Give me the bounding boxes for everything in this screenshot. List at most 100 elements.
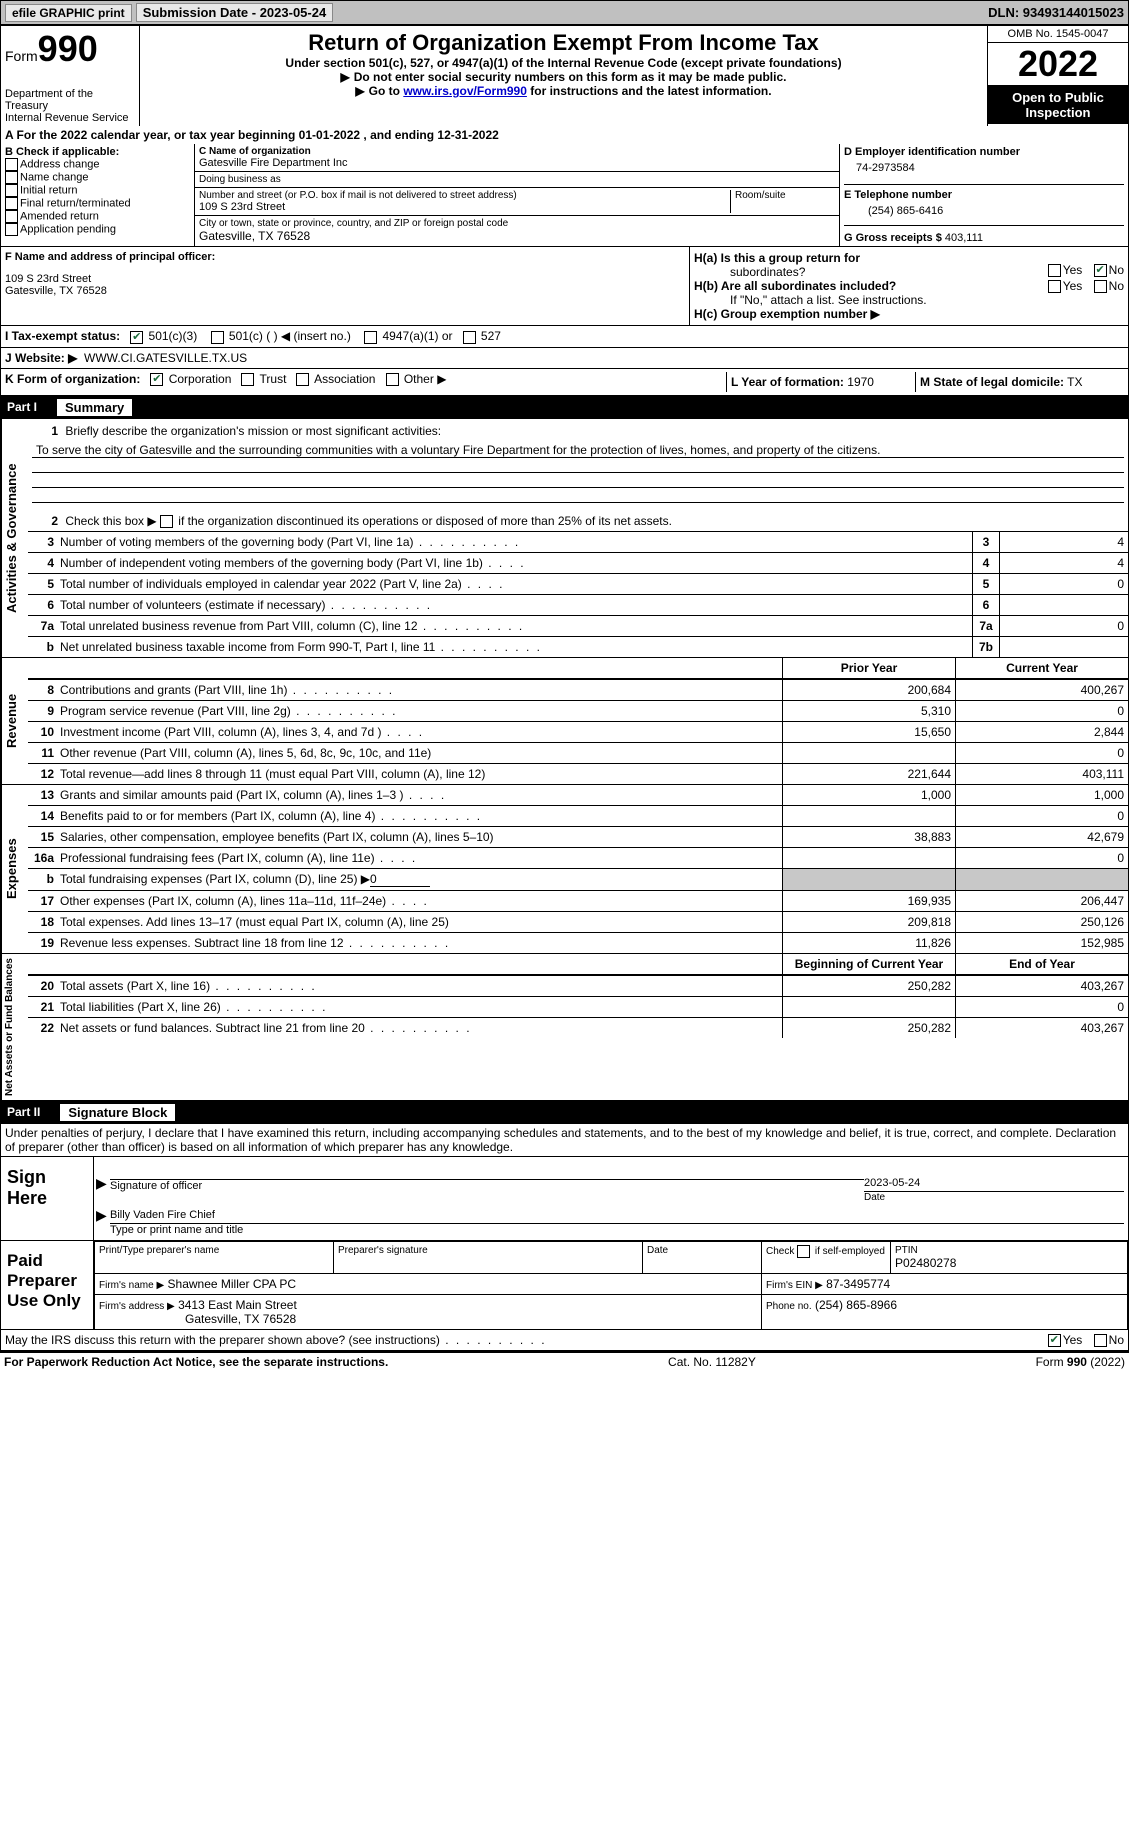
officer-addr1: 109 S 23rd Street — [5, 273, 685, 285]
line21-text: Total liabilities (Part X, line 26) — [60, 1000, 221, 1014]
checkbox-hb-yes[interactable] — [1048, 280, 1061, 293]
line15-current: 42,679 — [955, 827, 1128, 847]
line7a-text: Total unrelated business revenue from Pa… — [60, 619, 418, 633]
line19-current: 152,985 — [955, 933, 1128, 953]
ptin-value: P02480278 — [895, 1256, 1123, 1270]
part2-label: Part II — [7, 1105, 40, 1119]
box-i: I Tax-exempt status: 501(c)(3) 501(c) ( … — [5, 329, 1124, 343]
line17-text: Other expenses (Part IX, column (A), lin… — [60, 894, 386, 908]
line9-prior: 5,310 — [782, 701, 955, 721]
phone-label: E Telephone number — [844, 189, 1124, 201]
checkbox-line2[interactable] — [160, 515, 173, 528]
perjury-declaration: Under penalties of perjury, I declare th… — [1, 1124, 1128, 1157]
line10-prior: 15,650 — [782, 722, 955, 742]
line16a-prior — [782, 848, 955, 868]
prior-year-header: Prior Year — [782, 658, 955, 678]
part2-title: Signature Block — [60, 1104, 175, 1121]
checkbox-self-employed[interactable] — [797, 1245, 810, 1258]
sign-here-label: Sign Here — [1, 1157, 94, 1240]
top-bar: efile GRAPHIC print Submission Date - 20… — [0, 0, 1129, 25]
phone-value: (254) 865-6416 — [844, 201, 1124, 225]
checkbox-discuss-yes[interactable] — [1048, 1334, 1061, 1347]
begin-year-header: Beginning of Current Year — [782, 954, 955, 974]
line5-value: 0 — [999, 574, 1128, 594]
checkbox-trust[interactable] — [241, 373, 254, 386]
year-box: OMB No. 1545-0047 2022 Open to PublicIns… — [987, 26, 1128, 126]
line16b-prior — [782, 869, 955, 890]
open-to-public: Open to PublicInspection — [988, 86, 1128, 124]
preparer-table: Print/Type preparer's name Preparer's si… — [94, 1241, 1128, 1329]
box-b-header: B Check if applicable: — [5, 146, 190, 158]
firm-name-label: Firm's name ▶ — [99, 1280, 164, 1291]
checkbox-501c[interactable] — [211, 331, 224, 344]
line19-prior: 11,826 — [782, 933, 955, 953]
pp-date-label: Date — [647, 1245, 757, 1256]
line7b-text: Net unrelated business taxable income fr… — [60, 640, 435, 654]
line3-value: 4 — [999, 532, 1128, 552]
line12-current: 403,111 — [955, 764, 1128, 784]
checkbox-4947[interactable] — [364, 331, 377, 344]
org-name-label: C Name of organization — [199, 146, 835, 157]
dba-label: Doing business as — [199, 174, 835, 185]
firm-phone: (254) 865-8966 — [815, 1298, 897, 1312]
part2-header: Part II Signature Block — [0, 1101, 1129, 1124]
subtitle-1: Under section 501(c), 527, or 4947(a)(1)… — [144, 56, 983, 70]
checkbox-ha-no[interactable] — [1094, 264, 1107, 277]
line4-text: Number of independent voting members of … — [60, 556, 483, 570]
box-c: C Name of organization Gatesville Fire D… — [195, 144, 839, 246]
ptin-label: PTIN — [895, 1245, 1123, 1256]
arrow-icon: ▶ — [96, 1175, 107, 1192]
period-line: A For the 2022 calendar year, or tax yea… — [0, 126, 1129, 144]
line21-current: 0 — [955, 997, 1128, 1017]
checkbox-name-change[interactable] — [5, 171, 18, 184]
omb-number: OMB No. 1545-0047 — [988, 26, 1128, 43]
end-year-header: End of Year — [955, 954, 1128, 974]
dln: DLN: 93493144015023 — [988, 5, 1124, 20]
ha-label: H(a) Is this a group return for — [694, 251, 860, 265]
tax-year: 2022 — [988, 43, 1128, 86]
line20-current: 403,267 — [955, 976, 1128, 996]
checkbox-other[interactable] — [386, 373, 399, 386]
line8-text: Contributions and grants (Part VIII, lin… — [60, 683, 287, 697]
vside-revenue: Revenue — [1, 658, 28, 784]
checkbox-app-pending[interactable] — [5, 223, 18, 236]
checkbox-assoc[interactable] — [296, 373, 309, 386]
line16b-text: Total fundraising expenses (Part IX, col… — [60, 872, 370, 886]
line15-prior: 38,883 — [782, 827, 955, 847]
box-b: B Check if applicable: Address change Na… — [1, 144, 195, 246]
line4-value: 4 — [999, 553, 1128, 573]
checkbox-ha-yes[interactable] — [1048, 264, 1061, 277]
line2-text: Check this box ▶ if the organization dis… — [65, 514, 672, 528]
mission-text: To serve the city of Gatesville and the … — [32, 441, 1124, 458]
line13-current: 1,000 — [955, 785, 1128, 805]
form990-link[interactable]: www.irs.gov/Form990 — [403, 84, 527, 98]
officer-name-title: Billy Vaden Fire Chief — [110, 1209, 215, 1221]
line19-text: Revenue less expenses. Subtract line 18 … — [60, 936, 344, 950]
checkbox-final-return[interactable] — [5, 197, 18, 210]
title-block: Return of Organization Exempt From Incom… — [140, 26, 987, 126]
checkbox-initial-return[interactable] — [5, 184, 18, 197]
pp-sig-label: Preparer's signature — [338, 1245, 638, 1256]
gross-receipts-value: 403,111 — [945, 232, 983, 244]
checkbox-527[interactable] — [463, 331, 476, 344]
line6-text: Total number of volunteers (estimate if … — [60, 598, 325, 612]
checkbox-discuss-no[interactable] — [1094, 1334, 1107, 1347]
hb-note: If "No," attach a list. See instructions… — [694, 293, 1124, 307]
box-l: L Year of formation: 1970 — [726, 372, 915, 392]
part1-label: Part I — [7, 400, 37, 414]
pp-name-label: Print/Type preparer's name — [99, 1245, 329, 1256]
vside-expenses: Expenses — [1, 785, 28, 953]
line12-text: Total revenue—add lines 8 through 11 (mu… — [60, 767, 485, 781]
efile-print-button[interactable]: efile GRAPHIC print — [5, 4, 132, 22]
checkbox-corp[interactable] — [150, 373, 163, 386]
pra-notice: For Paperwork Reduction Act Notice, see … — [4, 1355, 388, 1369]
checkbox-501c3[interactable] — [130, 331, 143, 344]
ein-label: D Employer identification number — [844, 146, 1124, 158]
firm-addr2: Gatesville, TX 76528 — [99, 1312, 296, 1326]
line18-prior: 209,818 — [782, 912, 955, 932]
hc-label: H(c) Group exemption number ▶ — [694, 307, 880, 321]
checkbox-amended[interactable] — [5, 210, 18, 223]
checkbox-hb-no[interactable] — [1094, 280, 1107, 293]
checkbox-address-change[interactable] — [5, 158, 18, 171]
line3-text: Number of voting members of the governin… — [60, 535, 414, 549]
